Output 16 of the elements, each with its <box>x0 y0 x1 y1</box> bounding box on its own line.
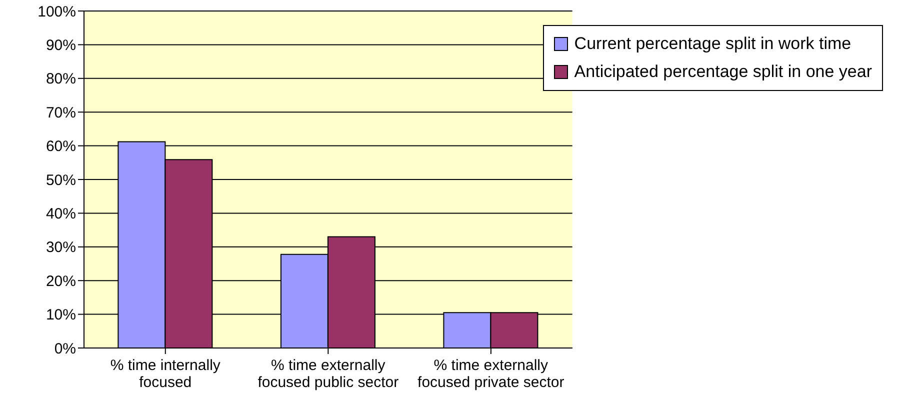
x-tick-label: % time internally focused <box>110 357 221 391</box>
y-tick-label: 80% <box>46 70 76 88</box>
y-tick-label: 20% <box>46 272 76 290</box>
y-tick-label: 10% <box>46 306 76 324</box>
legend-label: Current percentage split in work time <box>573 33 852 55</box>
y-tick-label: 100% <box>38 3 76 20</box>
y-tick-label: 90% <box>46 37 76 54</box>
y-tick-label: 30% <box>46 239 76 256</box>
y-tick-label: 0% <box>54 340 76 358</box>
y-tick-label: 50% <box>46 172 76 189</box>
y-tick-label: 40% <box>46 206 76 223</box>
x-tick-label: % time externally focused public sector <box>258 357 399 391</box>
y-tick-label: 60% <box>46 138 76 156</box>
legend-label: Anticipated percentage split in one year <box>573 61 872 83</box>
x-tick-label: % time externally focused private sector <box>418 357 564 391</box>
y-tick-label: 70% <box>46 104 76 122</box>
